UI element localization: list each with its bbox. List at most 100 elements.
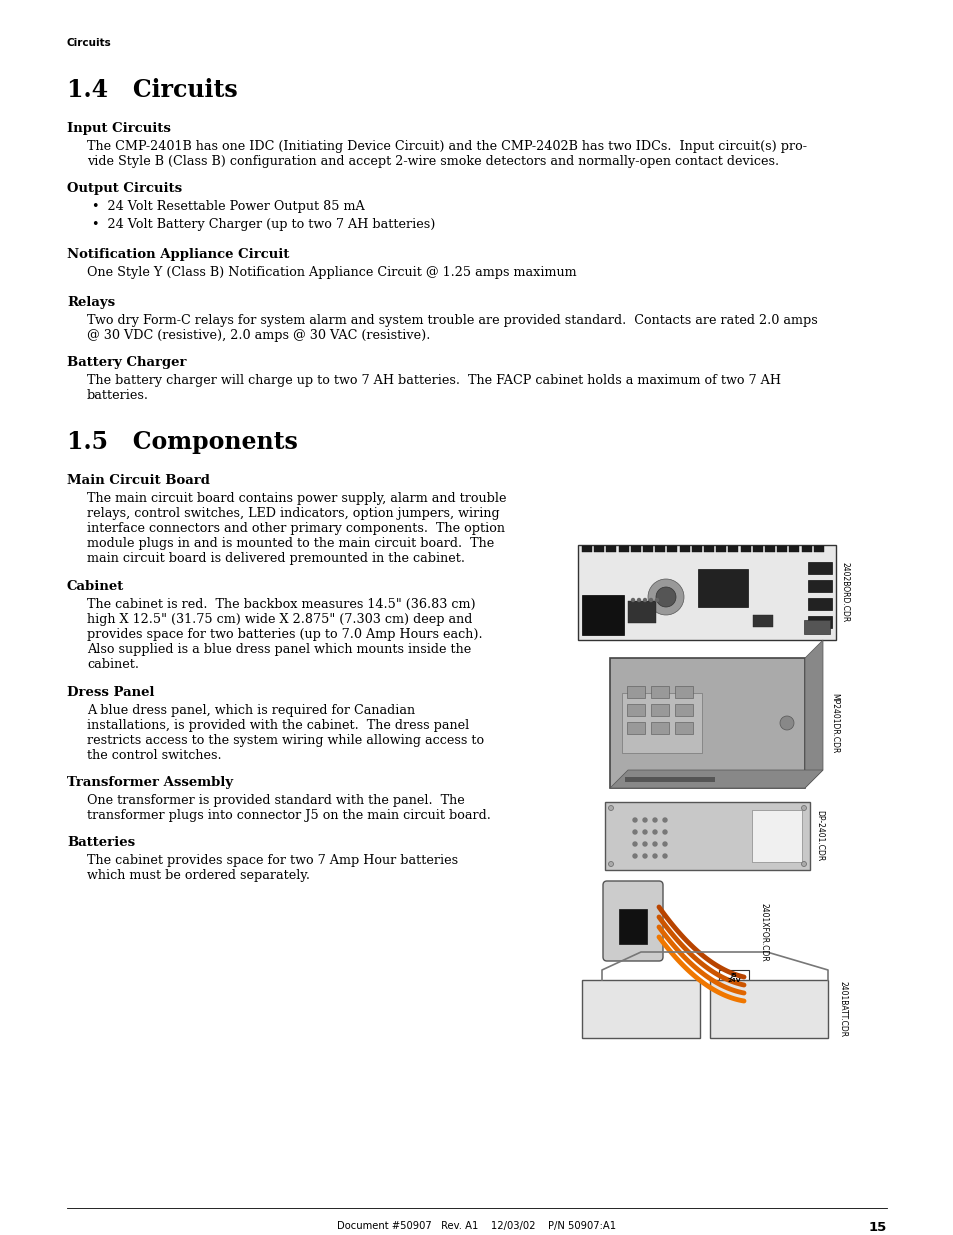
- Bar: [807, 598, 831, 610]
- Circle shape: [633, 830, 637, 834]
- Bar: [618, 546, 628, 552]
- Text: Output Circuits: Output Circuits: [67, 182, 182, 195]
- Circle shape: [656, 587, 676, 606]
- Bar: [703, 546, 713, 552]
- Circle shape: [652, 818, 657, 823]
- Text: •  24 Volt Battery Charger (up to two 7 AH batteries): • 24 Volt Battery Charger (up to two 7 A…: [91, 219, 435, 231]
- Text: 1.5   Components: 1.5 Components: [67, 430, 297, 454]
- Text: Relays: Relays: [67, 296, 115, 309]
- Bar: [606, 546, 616, 552]
- Text: installations, is provided with the cabinet.  The dress panel: installations, is provided with the cabi…: [87, 719, 469, 732]
- Text: Main Circuit Board: Main Circuit Board: [67, 474, 210, 487]
- Text: provides space for two batteries (up to 7.0 Amp Hours each).: provides space for two batteries (up to …: [87, 629, 482, 641]
- Bar: [626, 722, 644, 734]
- Text: Circuits: Circuits: [67, 38, 112, 48]
- Bar: [594, 546, 603, 552]
- Bar: [626, 685, 644, 698]
- Circle shape: [662, 842, 666, 846]
- Circle shape: [637, 599, 639, 601]
- Text: Also supplied is a blue dress panel which mounts inside the: Also supplied is a blue dress panel whic…: [87, 643, 471, 656]
- Circle shape: [642, 853, 646, 858]
- Text: which must be ordered separately.: which must be ordered separately.: [87, 869, 310, 882]
- Bar: [624, 777, 714, 782]
- Bar: [630, 546, 640, 552]
- Bar: [777, 546, 786, 552]
- Bar: [642, 546, 652, 552]
- Text: vide Style B (Class B) configuration and accept 2-wire smoke detectors and norma: vide Style B (Class B) configuration and…: [87, 156, 779, 168]
- Circle shape: [649, 599, 652, 601]
- Text: 1.4   Circuits: 1.4 Circuits: [67, 78, 237, 103]
- Circle shape: [608, 862, 613, 867]
- Circle shape: [642, 818, 646, 823]
- Bar: [618, 909, 646, 944]
- Polygon shape: [609, 769, 822, 788]
- Circle shape: [633, 818, 637, 823]
- Text: transformer plugs into connector J5 on the main circuit board.: transformer plugs into connector J5 on t…: [87, 809, 491, 823]
- Text: @ 30 VDC (resistive), 2.0 amps @ 30 VAC (resistive).: @ 30 VDC (resistive), 2.0 amps @ 30 VAC …: [87, 329, 430, 342]
- Bar: [788, 546, 799, 552]
- Circle shape: [652, 830, 657, 834]
- Circle shape: [642, 830, 646, 834]
- Bar: [813, 546, 823, 552]
- Circle shape: [647, 579, 683, 615]
- Circle shape: [608, 805, 613, 810]
- Text: Cabinet: Cabinet: [67, 580, 124, 593]
- Text: •  24 Volt Resettable Power Output 85 mA: • 24 Volt Resettable Power Output 85 mA: [91, 200, 364, 212]
- Text: Notification Appliance Circuit: Notification Appliance Circuit: [67, 248, 289, 261]
- Bar: [807, 580, 831, 592]
- Bar: [675, 722, 692, 734]
- Text: Two dry Form-C relays for system alarm and system trouble are provided standard.: Two dry Form-C relays for system alarm a…: [87, 314, 817, 327]
- Bar: [675, 685, 692, 698]
- Bar: [751, 810, 801, 862]
- Text: 2401BATT.CDR: 2401BATT.CDR: [838, 981, 847, 1037]
- Circle shape: [801, 862, 805, 867]
- Bar: [626, 704, 644, 716]
- Text: The cabinet is red.  The backbox measures 14.5" (36.83 cm): The cabinet is red. The backbox measures…: [87, 598, 476, 611]
- Bar: [709, 981, 827, 1037]
- Bar: [728, 546, 738, 552]
- Text: cabinet.: cabinet.: [87, 658, 139, 671]
- Bar: [578, 545, 835, 640]
- Text: One Style Y (Class B) Notification Appliance Circuit @ 1.25 amps maximum: One Style Y (Class B) Notification Appli…: [87, 266, 576, 279]
- Bar: [675, 704, 692, 716]
- Bar: [698, 569, 747, 606]
- Text: Dress Panel: Dress Panel: [67, 685, 154, 699]
- Bar: [655, 546, 664, 552]
- Text: The cabinet provides space for two 7 Amp Hour batteries: The cabinet provides space for two 7 Amp…: [87, 853, 457, 867]
- Text: 2401XFOR.CDR: 2401XFOR.CDR: [760, 903, 768, 961]
- Bar: [716, 546, 725, 552]
- Text: restricts access to the system wiring while allowing access to: restricts access to the system wiring wh…: [87, 734, 483, 747]
- Text: Battery Charger: Battery Charger: [67, 356, 186, 369]
- Bar: [740, 546, 750, 552]
- Text: 2402BORD.CDR: 2402BORD.CDR: [841, 562, 849, 622]
- Bar: [764, 546, 774, 552]
- Text: high X 12.5" (31.75 cm) wide X 2.875" (7.303 cm) deep and: high X 12.5" (31.75 cm) wide X 2.875" (7…: [87, 613, 472, 626]
- Text: relays, control switches, LED indicators, option jumpers, wiring: relays, control switches, LED indicators…: [87, 508, 499, 520]
- Text: Batteries: Batteries: [67, 836, 135, 848]
- Text: main circuit board is delivered premounted in the cabinet.: main circuit board is delivered premount…: [87, 552, 464, 564]
- Bar: [581, 981, 700, 1037]
- Bar: [807, 562, 831, 574]
- Text: A blue dress panel, which is required for Canadian: A blue dress panel, which is required fo…: [87, 704, 415, 718]
- Bar: [650, 704, 668, 716]
- Text: DP-2401.CDR: DP-2401.CDR: [814, 810, 823, 862]
- Circle shape: [801, 805, 805, 810]
- Bar: [719, 969, 748, 986]
- Circle shape: [662, 853, 666, 858]
- Circle shape: [652, 853, 657, 858]
- Circle shape: [662, 818, 666, 823]
- Circle shape: [642, 842, 646, 846]
- Bar: [621, 693, 701, 753]
- Text: MP2401DR.CDR: MP2401DR.CDR: [829, 693, 838, 753]
- Circle shape: [631, 599, 634, 601]
- Bar: [650, 685, 668, 698]
- Bar: [807, 616, 831, 629]
- Text: Input Circuits: Input Circuits: [67, 122, 171, 135]
- Bar: [581, 546, 592, 552]
- Text: The CMP-2401B has one IDC (Initiating Device Circuit) and the CMP-2402B has two : The CMP-2401B has one IDC (Initiating De…: [87, 140, 806, 153]
- Circle shape: [652, 842, 657, 846]
- Text: batteries.: batteries.: [87, 389, 149, 403]
- Text: One transformer is provided standard with the panel.  The: One transformer is provided standard wit…: [87, 794, 464, 806]
- FancyBboxPatch shape: [602, 881, 662, 961]
- Bar: [803, 620, 829, 634]
